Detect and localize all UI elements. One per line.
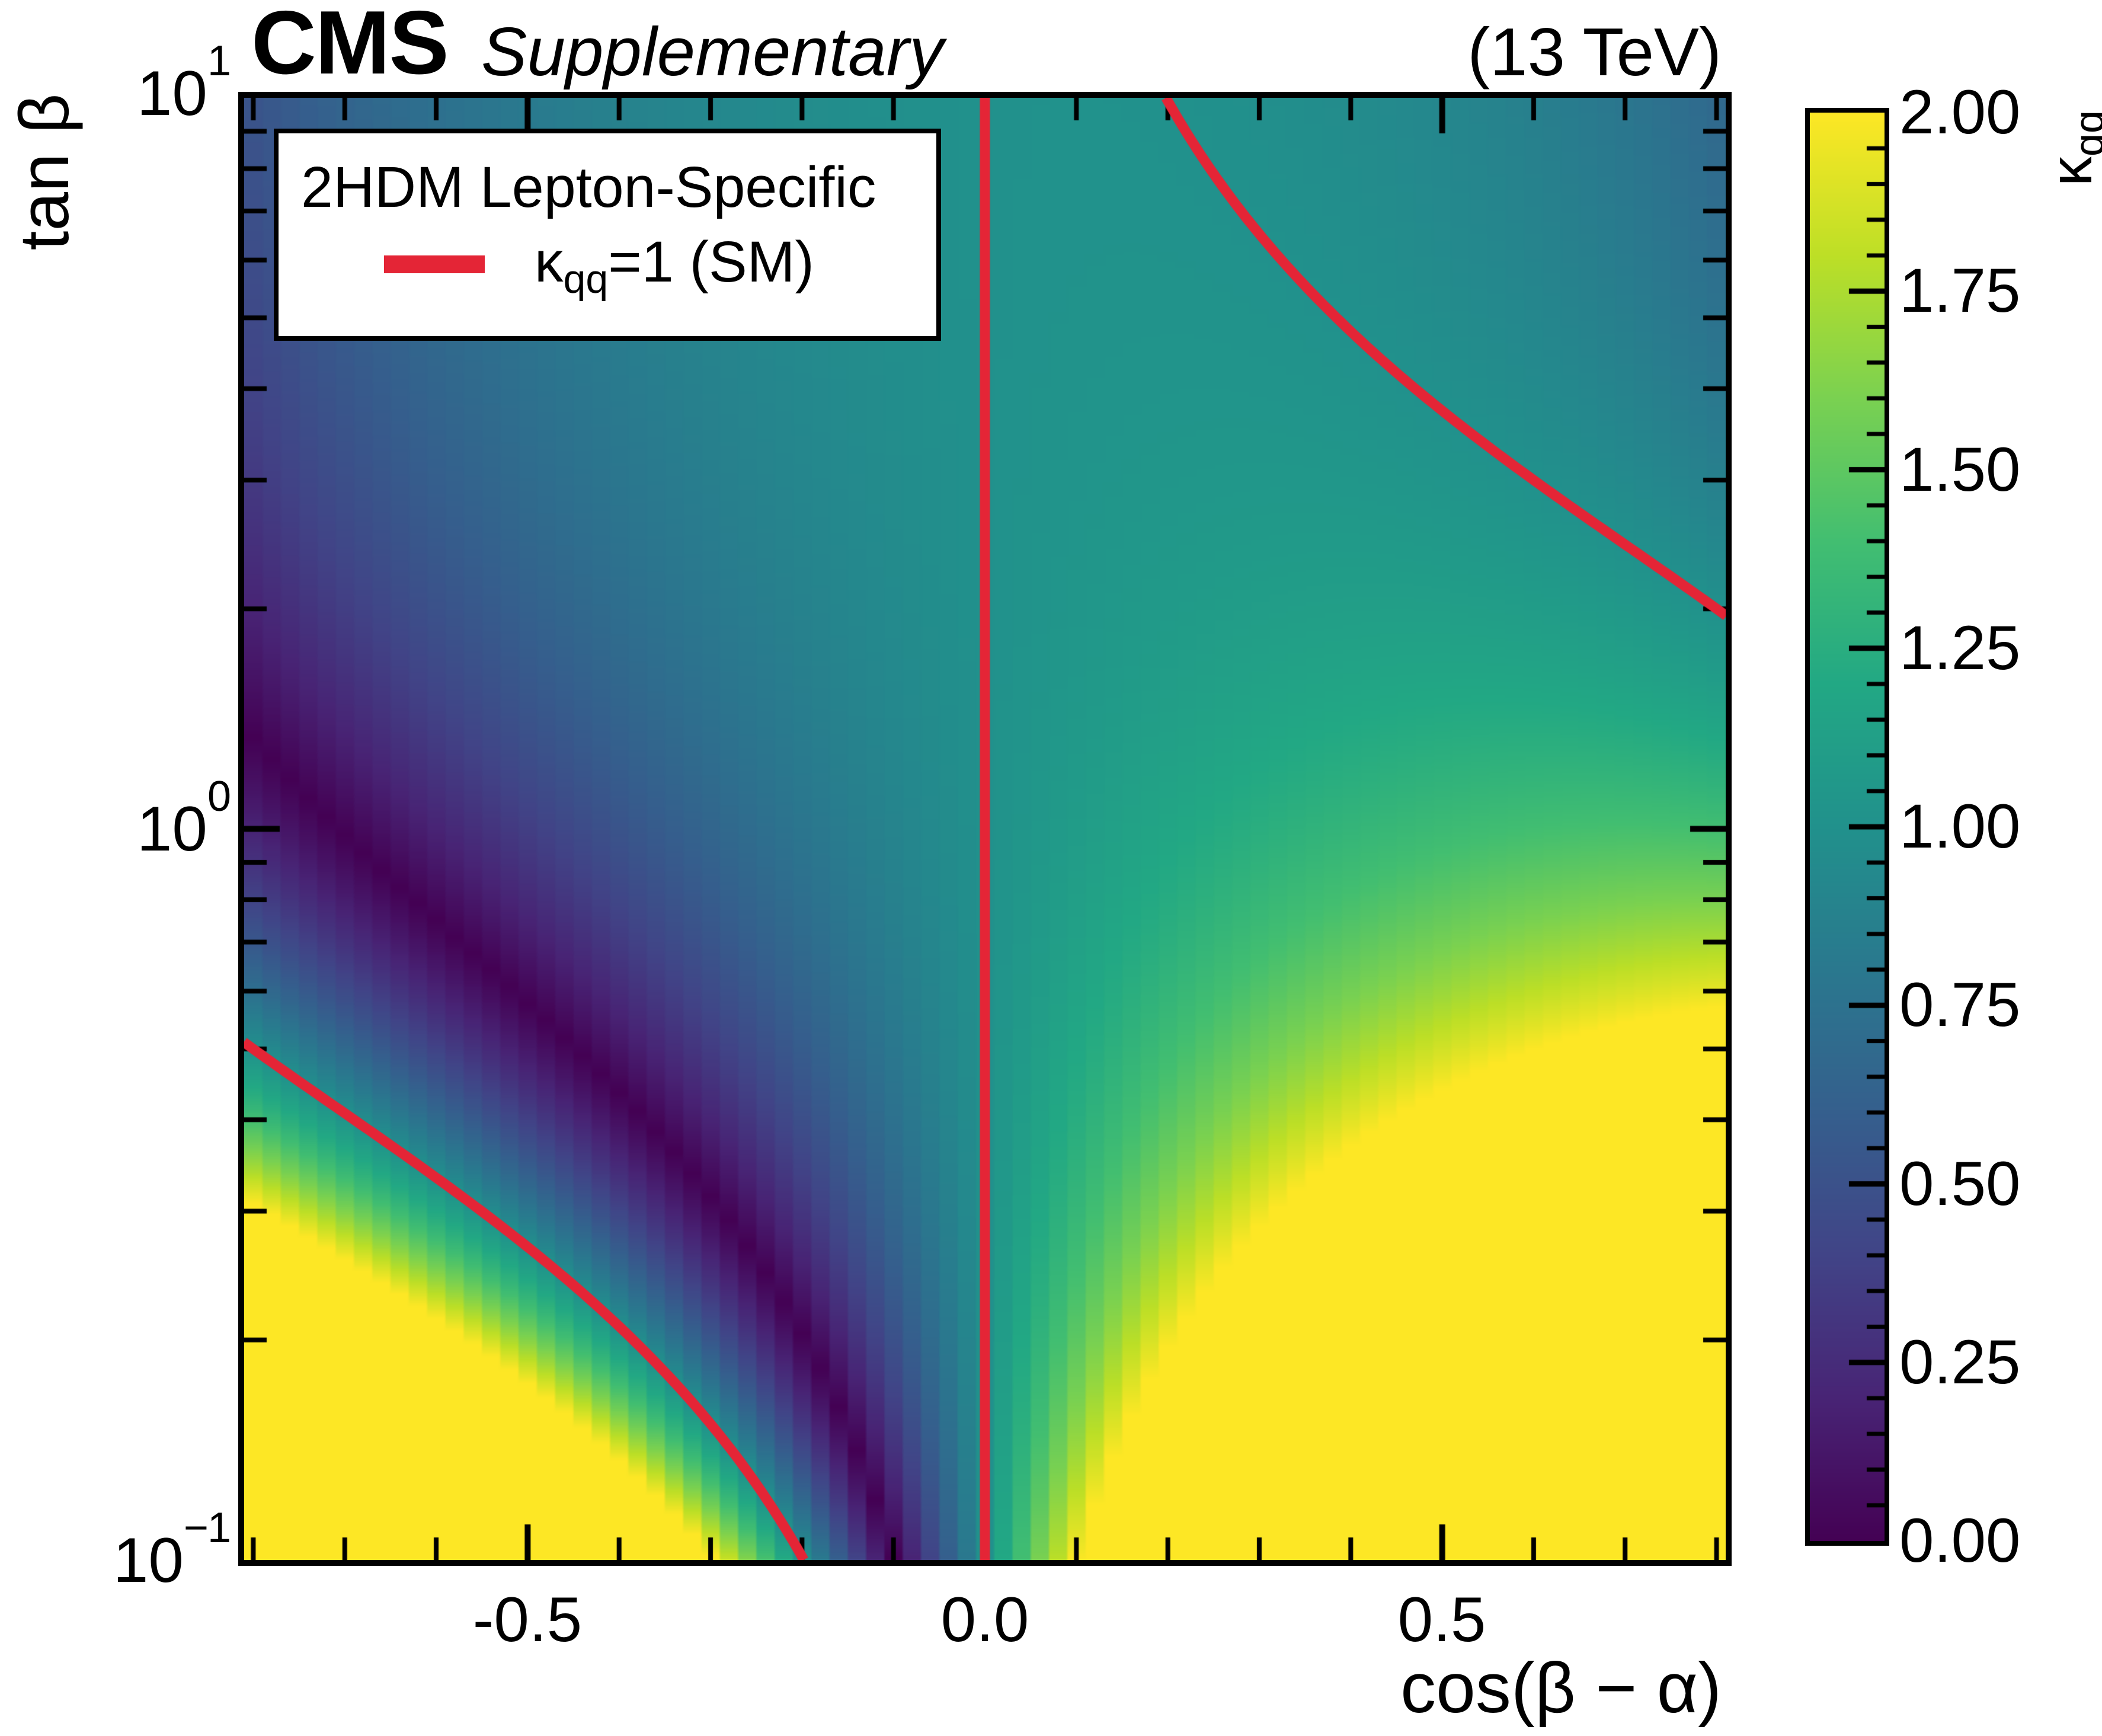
colorbar-title: κqq [2038,110,2102,186]
colorbar-tick-label: 0.25 [1899,1327,2021,1397]
colorbar-tick-label: 0.75 [1899,970,2021,1040]
cms-logo-text: CMS [251,0,449,93]
legend-entry-label: κqq=1 (SM) [535,229,814,302]
colorbar-tick-label: 1.25 [1899,613,2021,683]
legend-box: 2HDM Lepton-Specific κqq=1 (SM) [274,129,941,341]
y-tick-label-10e-1: 10−1 [113,1504,231,1596]
heatmap-canvas [244,98,1726,1560]
legend-title: 2HDM Lepton-Specific [301,155,876,219]
x-tick-label-00: 0.0 [940,1584,1029,1655]
energy-label: (13 TeV) [1467,15,1722,90]
x-tick-label-05: 0.5 [1397,1584,1486,1655]
colorbar-tick-label: 1.50 [1899,434,2021,504]
colorbar-tick-label: 0.00 [1899,1506,2021,1575]
colorbar-tick-label: 0.50 [1899,1149,2021,1219]
colorbar-frame [1805,108,1889,1546]
colorbar-canvas [1810,113,1885,1541]
colorbar-tick-label: 2.00 [1899,78,2021,147]
y-tick-label-10e1: 101 [136,37,231,129]
legend-contour-line-swatch [384,255,485,273]
y-tick-label-10e0: 100 [136,773,231,864]
x-axis-title: cos(β − α) [1400,1648,1722,1728]
x-tick-label-neg05: -0.5 [472,1584,583,1655]
colorbar-tick-label: 1.00 [1899,792,2021,861]
colorbar-tick-label: 1.75 [1899,256,2021,326]
cms-supplementary-label: Supplementary [481,13,944,90]
